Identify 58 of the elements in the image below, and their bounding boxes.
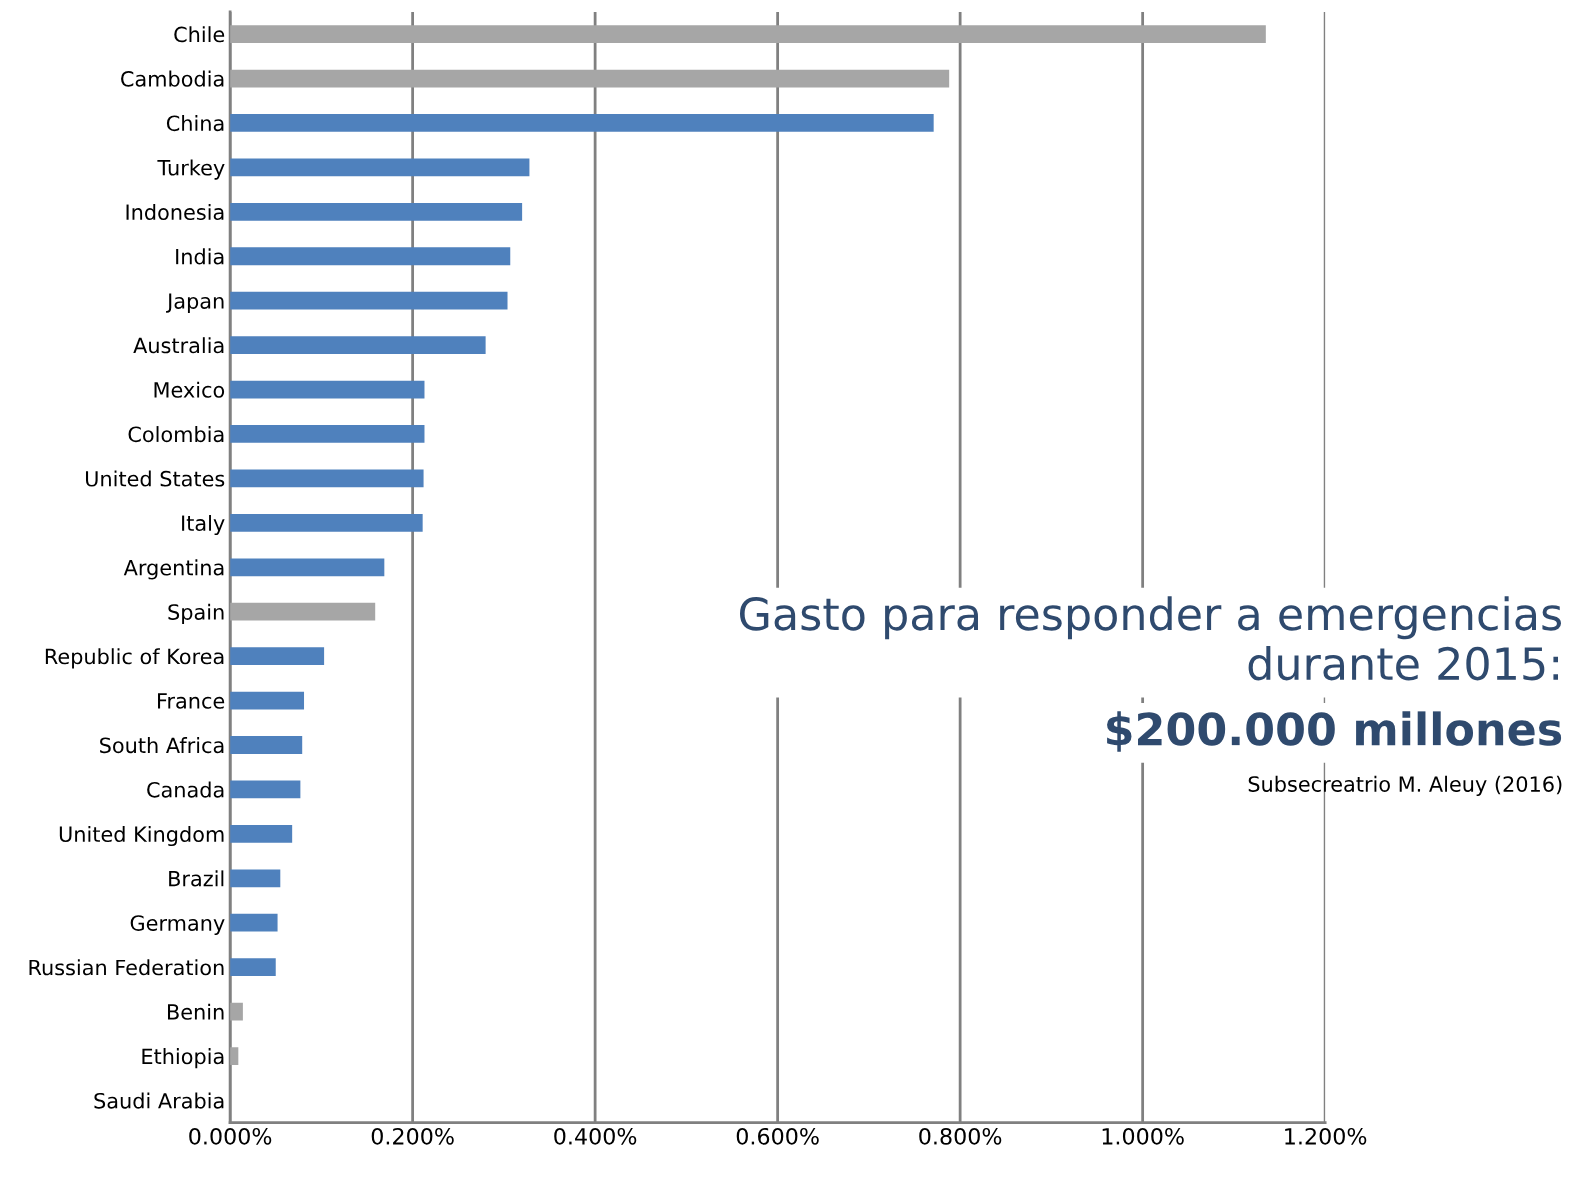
bar (230, 691, 305, 710)
x-tick-label: 1.200% (1285, 1127, 1367, 1145)
text: Gasto para responder a emergencias durante 2015: (739, 596, 1562, 681)
y-tick-label: Italy (182, 514, 225, 536)
bar (230, 202, 523, 221)
bar (230, 291, 508, 310)
annotation: Subsecreatrio M. Aleuy (2016) (1248, 775, 1562, 796)
y-tick-label: Chile (174, 26, 225, 43)
x-tick-label: 0.600% (736, 1127, 819, 1145)
bar (230, 602, 376, 621)
bar (230, 958, 276, 977)
x-tick-label: 0.800% (919, 1127, 1002, 1145)
x-tick-label: 0.200% (371, 1127, 454, 1145)
bar (230, 25, 1266, 43)
bar (230, 114, 934, 132)
bar (230, 736, 303, 754)
y-tick-label: India (176, 248, 224, 265)
y-tick-label: United Kingdom (59, 825, 224, 847)
y-tick-label: Cambodia (121, 70, 224, 87)
bar (230, 513, 423, 532)
y-tick-label: Turkey (157, 159, 225, 180)
x-tick-label: 0.000% (189, 1127, 272, 1145)
y-tick-label: Spain (168, 603, 224, 624)
y-tick-label: Mexico (154, 381, 225, 398)
y-tick-label: Saudi Arabia (94, 1092, 224, 1109)
y-tick-label: Ethiopia (142, 1048, 224, 1069)
bar (230, 425, 425, 443)
bar (230, 780, 301, 799)
bar (230, 647, 325, 666)
bar (230, 336, 486, 354)
y-tick-label: Argentina (123, 559, 224, 580)
text: $200.000 millones (1107, 711, 1562, 752)
bar (230, 69, 950, 88)
y-tick-label: Colombia (128, 426, 224, 443)
y-tick-label: Russian Federation (29, 959, 224, 976)
x-tick-label: 1.000% (1102, 1127, 1184, 1145)
bar (230, 913, 278, 932)
bar (230, 469, 424, 488)
y-tick-label: China (166, 115, 224, 132)
bar (230, 1002, 243, 1021)
y-tick-label: Benin (167, 1003, 224, 1020)
bar (230, 869, 281, 888)
y-tick-label: Brazil (169, 870, 224, 887)
y-tick-label: South Africa (100, 737, 224, 754)
bar (230, 247, 511, 266)
y-tick-label: France (158, 693, 225, 709)
y-tick-label: Canada (147, 781, 224, 798)
bar (230, 824, 293, 843)
bar (230, 158, 530, 177)
bar (230, 558, 385, 577)
y-tick-label: Germany (130, 915, 225, 935)
y-tick-label: Republic of Korea (45, 648, 224, 669)
y-tick-label: Indonesia (126, 203, 224, 221)
bar (230, 380, 425, 399)
y-tick-label: United States (85, 470, 225, 487)
y-tick-label: Australia (133, 337, 224, 354)
y-tick-label: Japan (166, 293, 224, 313)
x-tick-label: 0.400% (554, 1127, 637, 1145)
